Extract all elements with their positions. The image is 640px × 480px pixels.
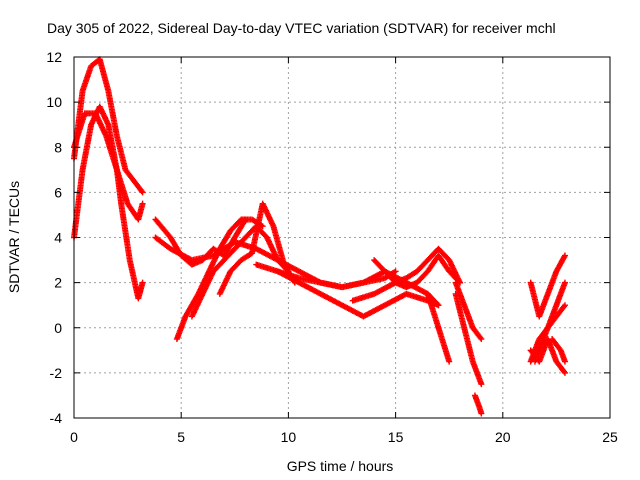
series-track-j: [274, 268, 442, 320]
data-point: [561, 303, 568, 310]
data-point: [561, 252, 568, 259]
data-point: [561, 279, 568, 286]
x-tick-label: 5: [177, 429, 185, 445]
y-tick-label: 12: [46, 49, 62, 65]
x-tick-label: 15: [388, 429, 404, 445]
y-tick-label: -4: [50, 410, 63, 426]
data-point: [478, 381, 485, 388]
series-track-n: [452, 279, 485, 343]
series-track-c: [71, 110, 146, 223]
series-track-o: [452, 290, 485, 388]
series-track-m: [424, 290, 453, 365]
data-point: [561, 302, 568, 309]
data-point: [446, 358, 453, 365]
series-track-b: [71, 103, 146, 302]
data-point: [392, 268, 399, 275]
data-point: [139, 200, 146, 207]
axis-ticks: [73, 56, 611, 419]
y-tick-label: 2: [54, 275, 62, 291]
y-axis-label: SDTVAR / TECUs: [6, 181, 22, 293]
y-tick-label: -2: [50, 365, 63, 381]
series-track-u: [549, 336, 568, 365]
tick-labels: 0 5 10 15 20 25 -4 -2 0 2 4 6 8 10 12: [46, 49, 618, 445]
data-point: [477, 334, 484, 341]
series-track-g: [188, 223, 292, 320]
x-tick-label: 10: [281, 429, 297, 445]
data-point: [561, 358, 568, 365]
y-tick-label: 10: [46, 94, 62, 110]
data-point: [435, 302, 442, 309]
data-point: [259, 223, 266, 230]
series-track-s: [527, 336, 568, 376]
x-tick-label: 0: [70, 429, 78, 445]
x-tick-label: 25: [602, 429, 618, 445]
x-axis-label: GPS time / hours: [287, 458, 394, 474]
data-point: [138, 188, 145, 195]
data-point: [561, 368, 568, 375]
data-point: [139, 279, 146, 286]
chart-title: Day 305 of 2022, Sidereal Day-to-day VTE…: [47, 20, 556, 36]
series-track-t: [531, 279, 568, 365]
series-track-p: [471, 392, 485, 417]
series-track-f: [173, 216, 266, 343]
y-tick-label: 4: [54, 230, 62, 246]
y-tick-label: 8: [54, 139, 62, 155]
data-point: [478, 410, 485, 417]
data-point: [478, 336, 485, 343]
x-tick-label: 20: [495, 429, 511, 445]
series-track-q: [527, 252, 568, 320]
y-tick-label: 0: [54, 320, 62, 336]
y-tick-label: 6: [54, 184, 62, 200]
grid-layer: [74, 57, 610, 418]
data-point: [139, 189, 146, 196]
data-point: [561, 369, 568, 376]
data-markers: [71, 56, 568, 417]
